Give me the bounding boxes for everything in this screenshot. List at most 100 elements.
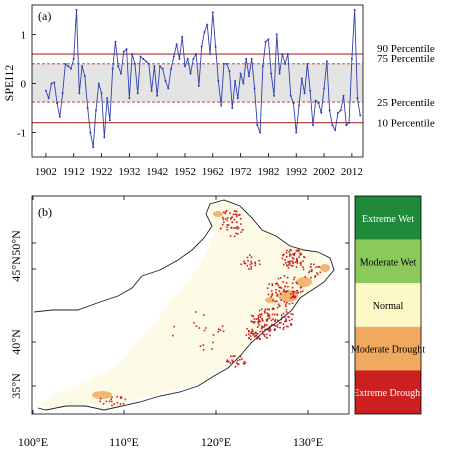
drought-pixel bbox=[254, 332, 256, 335]
drought-pixel bbox=[292, 253, 294, 255]
drought-pixel bbox=[119, 403, 122, 405]
drought-pixel bbox=[253, 336, 256, 338]
drought-pixel bbox=[289, 248, 291, 251]
data-point bbox=[192, 57, 195, 60]
drought-pixel bbox=[315, 266, 317, 269]
drought-pixel bbox=[314, 274, 317, 277]
drought-pixel bbox=[219, 227, 222, 230]
drought-pixel bbox=[231, 216, 233, 218]
drought-pixel bbox=[299, 291, 302, 294]
data-point bbox=[245, 57, 248, 60]
drought-pixel bbox=[269, 329, 272, 332]
drought-pixel bbox=[242, 362, 245, 365]
drought-pixel bbox=[291, 290, 294, 293]
drought-pixel bbox=[212, 334, 215, 336]
drought-pixel bbox=[272, 299, 274, 302]
data-point bbox=[139, 55, 142, 58]
drought-pixel bbox=[285, 325, 288, 328]
drought-pixel bbox=[290, 323, 292, 325]
drought-pixel bbox=[259, 338, 261, 340]
lat-tick-label: 45°N bbox=[9, 256, 23, 282]
drought-pixel bbox=[120, 396, 123, 399]
drought-pixel bbox=[222, 216, 224, 219]
drought-pixel bbox=[293, 276, 296, 279]
drought-pixel bbox=[249, 254, 251, 256]
drought-pixel bbox=[231, 359, 234, 362]
data-point bbox=[197, 84, 200, 87]
drought-pixel bbox=[249, 335, 252, 337]
drought-pixel bbox=[235, 210, 237, 213]
data-point bbox=[259, 131, 262, 134]
data-point bbox=[81, 65, 84, 68]
drought-pixel bbox=[276, 293, 279, 296]
data-point bbox=[145, 60, 148, 63]
drought-pixel bbox=[245, 334, 248, 336]
drought-pixel bbox=[236, 221, 238, 223]
drought-pixel bbox=[267, 293, 270, 296]
drought-pixel bbox=[285, 262, 287, 264]
drought-pixel bbox=[300, 253, 303, 255]
drought-pixel bbox=[203, 314, 205, 316]
data-point bbox=[234, 80, 237, 82]
data-point bbox=[323, 87, 326, 90]
drought-pixel bbox=[290, 297, 292, 299]
drought-pixel bbox=[295, 259, 298, 261]
data-point bbox=[131, 53, 134, 56]
drought-pixel bbox=[286, 264, 288, 266]
panel-b: (b) 50°N45°N 40°N 35°N 100°E 110°E 120°E 130°… bbox=[9, 195, 425, 449]
data-point bbox=[211, 11, 214, 14]
drought-pixel bbox=[222, 330, 225, 333]
drought-pixel bbox=[254, 264, 257, 267]
drought-pixel bbox=[265, 333, 268, 336]
drought-pixel bbox=[270, 319, 273, 322]
legend-label: Extreme Drought bbox=[353, 388, 423, 399]
drought-pixel bbox=[262, 326, 264, 328]
drought-pixel bbox=[293, 254, 295, 257]
drought-pixel bbox=[233, 235, 236, 238]
x-tick-label: 1992 bbox=[285, 166, 307, 178]
panel-a-label: (a) bbox=[38, 9, 51, 23]
drought-pixel bbox=[99, 397, 102, 400]
data-point bbox=[359, 114, 362, 117]
drought-pixel bbox=[288, 316, 290, 319]
drought-pixel bbox=[99, 400, 101, 403]
drought-pixel bbox=[282, 312, 285, 315]
data-point bbox=[264, 40, 267, 43]
latitude-ticks: 50°N45°N 40°N 35°N bbox=[9, 230, 349, 399]
drought-pixel bbox=[253, 318, 256, 320]
data-point bbox=[97, 82, 100, 85]
data-point bbox=[147, 62, 150, 65]
drought-pixel bbox=[172, 334, 174, 337]
drought-pixel bbox=[271, 308, 274, 310]
drought-pixel bbox=[273, 308, 275, 310]
drought-pixel bbox=[281, 316, 283, 319]
drought-pixel bbox=[239, 359, 241, 361]
x-tick-label: 1932 bbox=[118, 166, 140, 178]
data-point bbox=[53, 81, 56, 84]
drought-pixel bbox=[267, 315, 269, 318]
drought-pixel bbox=[293, 252, 295, 255]
drought-pixel bbox=[195, 325, 198, 327]
drought-pixel bbox=[234, 213, 237, 215]
drought-pixel bbox=[259, 320, 262, 323]
drought-pixel bbox=[258, 319, 260, 321]
data-point bbox=[222, 62, 225, 65]
map-layers bbox=[33, 199, 335, 411]
drought-pixel bbox=[237, 363, 239, 366]
drought-pixel bbox=[272, 318, 274, 320]
drought-pixel bbox=[282, 323, 285, 326]
drought-pixel bbox=[254, 321, 256, 323]
data-point bbox=[161, 67, 164, 70]
drought-pixel bbox=[279, 286, 281, 289]
drought-pixel bbox=[294, 296, 297, 298]
drought-pixel bbox=[194, 311, 197, 313]
drought-pixel bbox=[277, 284, 280, 287]
drought-pixel bbox=[260, 325, 263, 328]
longitude-ticks: 100°E 110°E 120°E 130°E bbox=[18, 196, 323, 449]
drought-pixel bbox=[293, 278, 295, 281]
drought-pixel bbox=[263, 310, 266, 313]
drought-pixel bbox=[241, 358, 243, 360]
data-point bbox=[342, 94, 345, 97]
drought-pixel bbox=[258, 263, 261, 266]
drought-pixel bbox=[310, 263, 312, 265]
